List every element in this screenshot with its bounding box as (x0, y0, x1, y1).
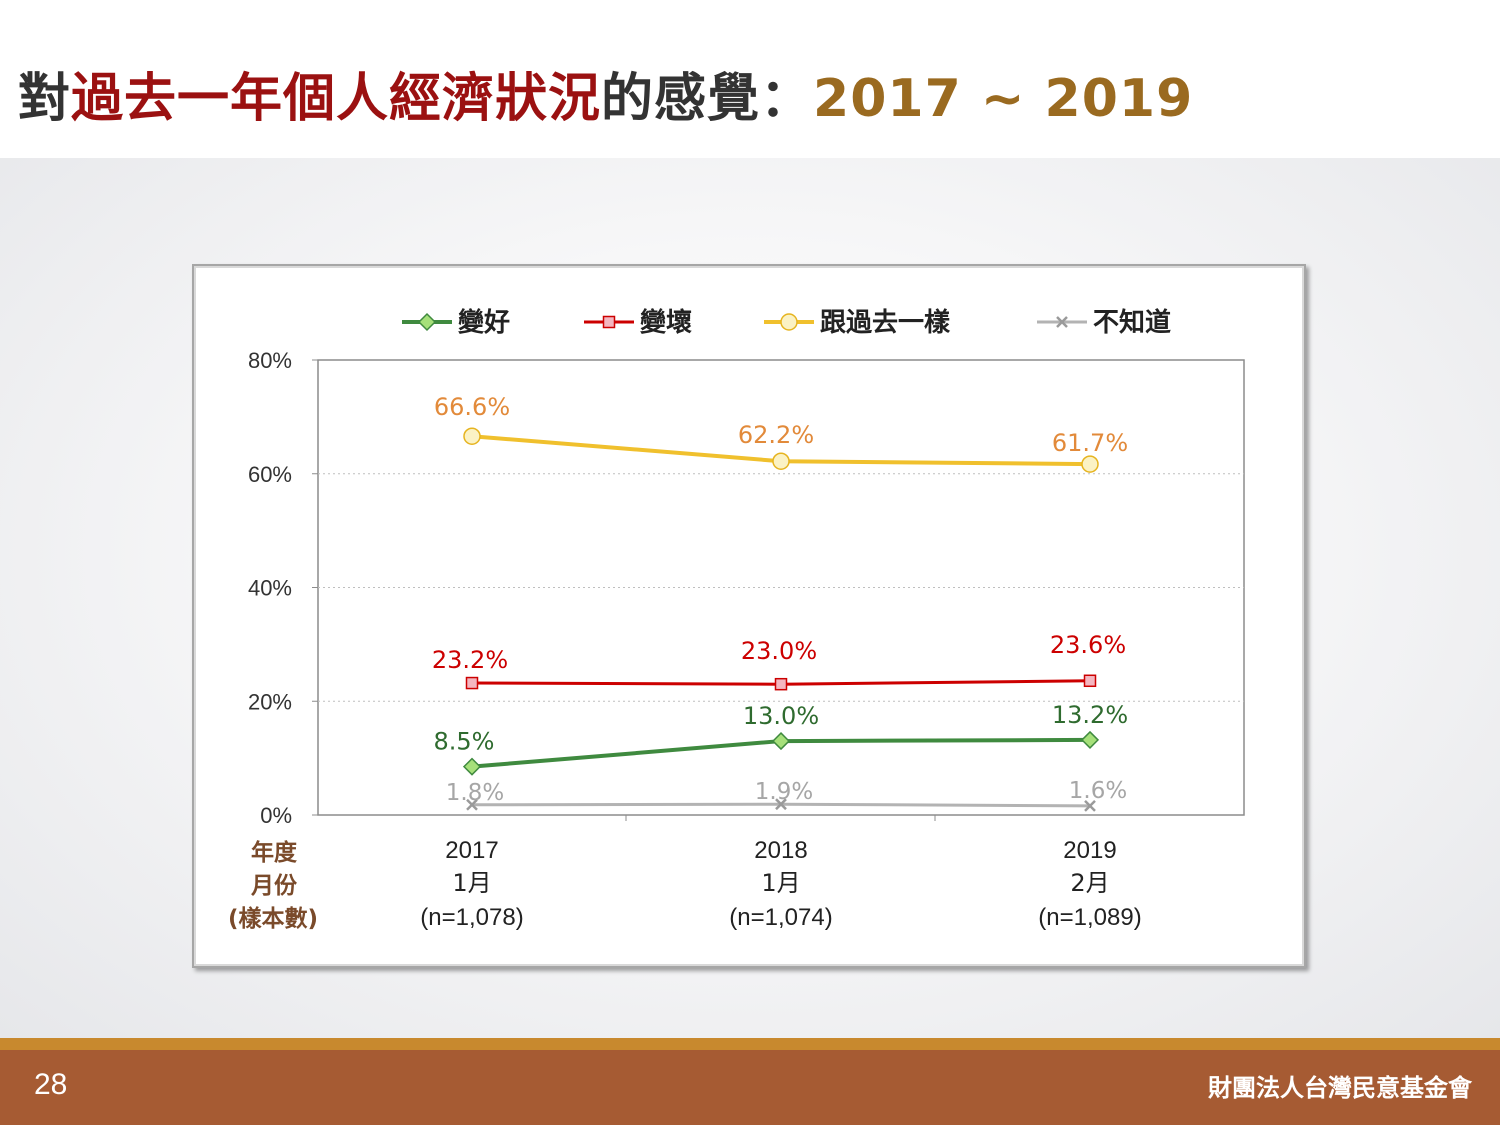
data-label-bad: 23.2% (432, 646, 508, 674)
data-point-bad (465, 676, 479, 690)
organization-name: 財團法人台灣民意基金會 (1208, 1074, 1472, 1102)
data-point-unknown (466, 798, 478, 811)
x-label-year: 2019 (1063, 837, 1116, 864)
x-axis-row-title: 月份 (250, 873, 298, 899)
y-tick-label: 40% (248, 576, 292, 601)
x-label-sample-size: (n=1,074) (729, 904, 832, 931)
y-tick-label: 80% (248, 348, 292, 373)
marker-stroke (466, 798, 478, 811)
x-label-month: 2月 (1070, 869, 1109, 897)
x-label-year: 2018 (754, 837, 807, 864)
data-label-unknown: 1.9% (755, 779, 813, 805)
data-label-unknown: 1.8% (446, 780, 504, 806)
data-point-good (462, 757, 482, 776)
marker-stroke (1056, 316, 1068, 328)
marker-stroke (775, 798, 787, 811)
legend-marker-unknown (1056, 316, 1068, 328)
data-point-unknown (775, 798, 787, 811)
y-tick-label: 0% (260, 803, 292, 828)
x-label-sample-size: (n=1,078) (420, 904, 523, 931)
legend-label-good: 變好 (458, 307, 510, 338)
title-part-3: 的感覺： (601, 69, 814, 129)
data-label-bad: 23.6% (1050, 631, 1126, 659)
data-label-same: 61.7% (1052, 429, 1128, 457)
data-label-bad: 23.0% (741, 637, 817, 665)
y-tick-label: 20% (248, 689, 292, 714)
data-point-same (1081, 455, 1099, 473)
x-axis-row-title: (樣本數) (228, 905, 318, 932)
x-label-month: 1月 (452, 869, 491, 897)
legend-marker-bad (602, 315, 616, 329)
x-label-sample-size: (n=1,089) (1038, 904, 1141, 931)
legend-marker-same (780, 313, 798, 331)
data-point-same (772, 452, 790, 470)
legend-label-unknown: 不知道 (1093, 307, 1171, 338)
chart-frame: 0% 20% 40% 60% 80% 年度月份 (樣本數) 2017 1月 (n=1,078) 20… (192, 264, 1306, 968)
data-label-good: 13.2% (1052, 701, 1128, 729)
footer-accent-line (0, 1038, 1500, 1050)
title-part-2: 過去一年個人經濟狀況 (71, 69, 602, 129)
x-label-month: 1月 (761, 869, 800, 897)
legend-label-same: 跟過去一樣 (820, 307, 951, 338)
title-part-4: 2017 ~ 2019 (813, 69, 1194, 129)
data-point-same (463, 427, 481, 445)
data-point-bad (774, 677, 788, 691)
data-point-unknown (1084, 800, 1096, 812)
data-label-same: 62.2% (738, 421, 814, 449)
data-label-good: 13.0% (743, 702, 819, 730)
data-point-good (1080, 730, 1100, 749)
data-label-good: 8.5% (434, 728, 495, 756)
data-point-good (771, 732, 791, 751)
legend-marker-good (417, 312, 437, 332)
x-axis-row-title: 年度 (251, 839, 298, 866)
page-number: 28 (34, 1068, 68, 1101)
data-label-unknown: 1.6% (1069, 778, 1127, 804)
title-part-1: 對 (18, 69, 72, 129)
x-label-year: 2017 (445, 837, 498, 864)
data-point-bad (1083, 674, 1097, 688)
legend-label-bad: 變壞 (640, 307, 692, 338)
marker-stroke (1084, 800, 1096, 812)
title-bar: 對過去一年個人經濟狀況的感覺：2017 ~ 2019 (0, 0, 1500, 158)
data-label-same: 66.6% (434, 393, 510, 421)
y-tick-label: 60% (248, 462, 292, 487)
slide-title: 對過去一年個人經濟狀況的感覺：2017 ~ 2019 (18, 56, 1193, 131)
footer-bar (0, 1050, 1500, 1125)
